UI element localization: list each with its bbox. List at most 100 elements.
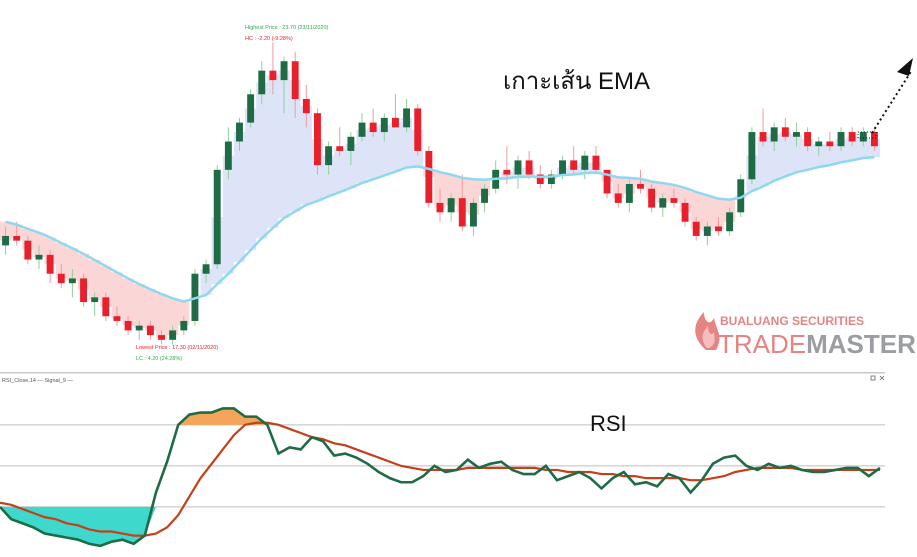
candle-up [770, 127, 778, 142]
candle-down [536, 174, 544, 184]
rsi-overbought-fill [178, 408, 268, 425]
candle-down [314, 113, 321, 166]
candle-down [781, 127, 789, 137]
close-pane-icon[interactable] [879, 375, 885, 381]
arrow-head-icon [897, 58, 913, 76]
candle-up [280, 61, 288, 81]
candle-up [726, 212, 734, 232]
watermark-logo: BUALUANG SECURITIES TRADEMASTER [695, 312, 916, 359]
candles-group [2, 42, 878, 345]
candle-down [113, 316, 121, 321]
rsi-annotation: RSI [590, 411, 627, 436]
candle-down [525, 160, 533, 175]
candle-up [169, 330, 177, 340]
highest-info-line2: HC : -2.20 (-9.28%) [245, 36, 293, 42]
candle-down [414, 108, 422, 151]
candle-up [625, 184, 633, 203]
candle-down [13, 235, 21, 241]
highest-info-line1: Highest Price : 23.70 (23/11/2020) [245, 25, 329, 31]
candle-down [291, 61, 299, 99]
watermark-master: MASTER [806, 329, 916, 359]
rsi-pane [0, 407, 885, 548]
candle-up [35, 254, 43, 260]
candle-down [870, 132, 878, 147]
candle-down [124, 320, 132, 331]
pane-controls[interactable] [870, 375, 885, 381]
candle-up [68, 278, 76, 284]
candle-down [848, 132, 856, 142]
candle-up [247, 94, 255, 123]
candle-down [302, 99, 310, 114]
candle-down [425, 150, 433, 203]
candle-up [135, 325, 143, 331]
candle-down [592, 155, 600, 170]
watermark-trade: TRADE [718, 329, 806, 359]
candle-down [715, 226, 722, 232]
candle-up [380, 117, 388, 133]
candle-down [57, 273, 65, 284]
candle-up [581, 155, 589, 170]
candle-down [648, 188, 656, 208]
candle-up [258, 70, 266, 95]
candle-up [481, 188, 489, 203]
candle-down [458, 198, 466, 227]
candle-up [180, 320, 188, 331]
candle-down [637, 184, 644, 189]
candle-up [91, 297, 99, 303]
candle-down [570, 160, 578, 170]
candle-up [358, 122, 366, 137]
candle-up [325, 146, 333, 166]
candle-up [793, 132, 800, 137]
candle-down [603, 169, 611, 194]
rsi-pane-label: RSI_Close,14 — Signal_9 — [2, 378, 73, 384]
candle-up [703, 226, 711, 236]
candle-down [80, 278, 87, 303]
candle-down [391, 117, 399, 128]
candle-down [369, 122, 377, 133]
ema-line [5, 155, 875, 303]
candle-up [837, 132, 845, 147]
candle-up [737, 179, 745, 213]
candle-up [659, 198, 667, 208]
watermark-bottom-text: TRADEMASTER [718, 329, 916, 359]
maximize-icon[interactable] [870, 375, 876, 381]
candle-up [469, 202, 477, 227]
candle-down [804, 132, 812, 147]
watermark-top-text: BUALUANG SECURITIES [720, 314, 864, 328]
candle-up [224, 141, 232, 170]
candle-up [347, 136, 355, 151]
ema-annotation: เกาะเส้น EMA [503, 68, 650, 95]
candle-down [336, 146, 344, 151]
candle-up [547, 174, 555, 184]
flame-inner-icon [702, 326, 715, 348]
rsi-line [0, 407, 881, 548]
ema-fill-above [189, 70, 881, 299]
candle-down [146, 325, 154, 336]
candle-down [670, 198, 678, 203]
candle-up [748, 132, 756, 180]
candle-down [102, 297, 110, 317]
candle-up [815, 141, 823, 147]
candle-down [503, 169, 511, 175]
candle-down [692, 221, 700, 236]
candle-down [269, 70, 277, 81]
candle-up [202, 264, 210, 274]
lowest-info-line1: Lowest Price : 17.30 (02/11/2020) [136, 345, 218, 351]
candle-down [826, 141, 834, 147]
candle-down [24, 240, 32, 260]
candle-down [614, 193, 622, 203]
candle-up [447, 198, 455, 213]
candle-up [514, 160, 522, 175]
candle-down [158, 335, 165, 340]
candle-down [681, 202, 689, 222]
candle-up [213, 169, 221, 265]
highest-info: Highest Price : 23.70 (23/11/2020) HC : … [245, 25, 329, 42]
dotted-box [857, 131, 877, 139]
candle-down [46, 254, 54, 274]
dotted-arrow-line [871, 69, 913, 134]
candle-up [859, 132, 867, 142]
price-pane [0, 42, 881, 345]
pane-divider [0, 372, 885, 374]
candle-up [559, 160, 566, 175]
